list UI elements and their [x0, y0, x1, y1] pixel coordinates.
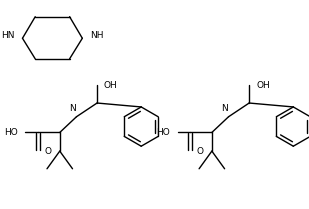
Text: HN: HN	[1, 31, 15, 40]
Text: HO: HO	[4, 128, 18, 137]
Text: OH: OH	[104, 81, 118, 90]
Text: OH: OH	[256, 81, 270, 90]
Text: O: O	[44, 147, 51, 156]
Text: NH: NH	[90, 31, 104, 40]
Text: N: N	[221, 104, 228, 113]
Text: HO: HO	[156, 128, 170, 137]
Text: O: O	[196, 147, 203, 156]
Text: N: N	[69, 104, 76, 113]
